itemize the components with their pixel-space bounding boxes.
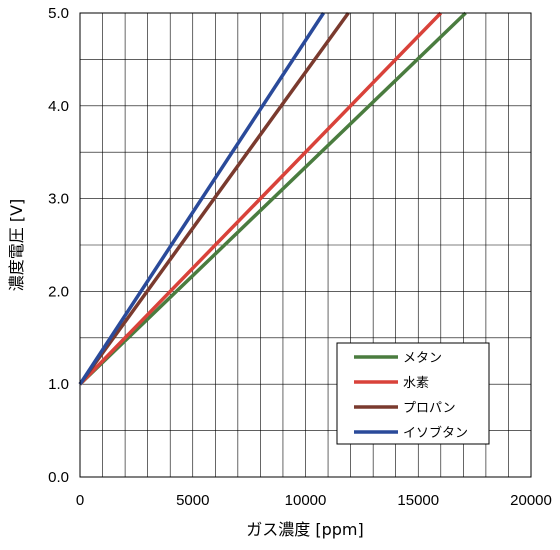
y-axis-title: 濃度電圧 [V] xyxy=(7,199,26,292)
legend-box xyxy=(336,342,490,445)
x-tick-label: 20000 xyxy=(510,492,552,509)
x-tick-label: 15000 xyxy=(397,492,439,509)
series-lines xyxy=(78,11,467,386)
series-line xyxy=(78,11,350,386)
x-tick-labels: 0 5000 10000 15000 20000 xyxy=(76,492,552,509)
x-tick-label: 5000 xyxy=(176,492,209,509)
y-tick-label: 2.0 xyxy=(48,283,69,300)
legend-label: イソブタン xyxy=(403,425,468,441)
x-tick-label: 10000 xyxy=(285,492,327,509)
legend-label: 水素 xyxy=(403,376,429,391)
y-tick-labels: 0.0 1.0 2.0 3.0 4.0 5.0 xyxy=(48,5,69,486)
series-line xyxy=(78,12,326,386)
y-tick-label: 1.0 xyxy=(48,376,69,393)
y-tick-label: 4.0 xyxy=(48,98,69,115)
series-line xyxy=(78,11,467,386)
series-line xyxy=(78,11,443,386)
legend-label: プロパン xyxy=(403,401,456,416)
x-tick-label: 0 xyxy=(76,492,84,509)
y-tick-label: 3.0 xyxy=(48,191,69,208)
legend-label: メタン xyxy=(403,351,442,366)
y-tick-label: 5.0 xyxy=(48,5,69,22)
x-axis-title: ガス濃度 [ppm] xyxy=(246,520,363,539)
plot-frame xyxy=(79,12,532,478)
y-tick-label: 0.0 xyxy=(48,469,69,486)
